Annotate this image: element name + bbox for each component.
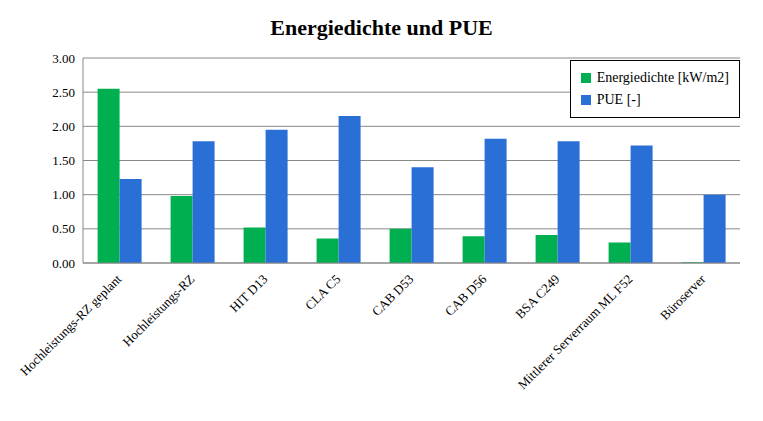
html-text:PUE [-]: PUE [-] <box>596 92 641 107</box>
svg-text:2.50: 2.50 <box>52 85 75 100</box>
svg-text:Hochleistungs-RZ geplant: Hochleistungs-RZ geplant <box>17 271 125 379</box>
svg-text:CAB D56: CAB D56 <box>442 271 490 319</box>
svg-text:Hochleistungs-RZ: Hochleistungs-RZ <box>119 271 197 349</box>
svg-text:2.00: 2.00 <box>52 119 75 134</box>
svg-text:1.00: 1.00 <box>52 187 75 202</box>
svg-text:CLA C5: CLA C5 <box>302 271 344 313</box>
html-text:Energiedichte und PUE: Energiedichte und PUE <box>270 15 493 40</box>
svg-text:3.00: 3.00 <box>52 51 75 66</box>
svg-text:0.50: 0.50 <box>52 221 75 236</box>
svg-text:BSA C249: BSA C249 <box>512 271 562 321</box>
svg-text:0.00: 0.00 <box>52 256 75 271</box>
svg-text:Mittlerer Serverraum ML F52: Mittlerer Serverraum ML F52 <box>515 271 636 392</box>
svg-text:1.50: 1.50 <box>52 153 75 168</box>
svg-text:HIT D13: HIT D13 <box>227 271 271 315</box>
html-text:Energiedichte [kW/m2]: Energiedichte [kW/m2] <box>596 70 729 85</box>
svg-text:CAB D53: CAB D53 <box>369 271 417 319</box>
svg-text:Büroserver: Büroserver <box>657 271 709 323</box>
